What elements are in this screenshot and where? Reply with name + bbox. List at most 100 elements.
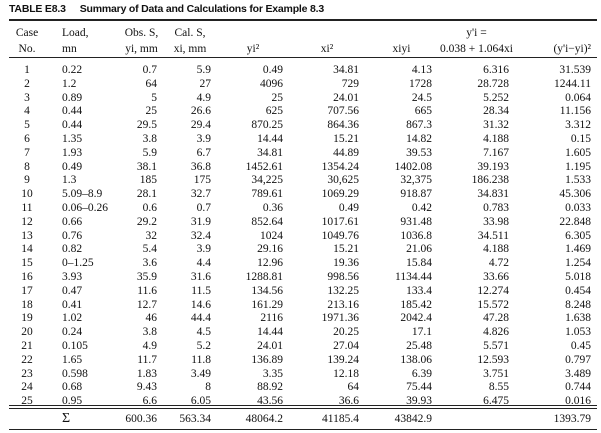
table-cell: 6.05: [190, 395, 211, 408]
table-cell: 8.55: [488, 381, 509, 394]
table-cell: 0.82: [62, 243, 83, 256]
table-row: 19 1.02 46 44.4 2116 1971.36 2042.4 47.28 1.638: [4, 312, 597, 326]
table-cell: 0.22: [62, 64, 83, 76]
top-rule: [9, 19, 597, 21]
table-cell: 4.13: [411, 64, 432, 76]
table-cell: 5.018: [565, 270, 591, 283]
sum-cell: 41185.4: [322, 412, 359, 425]
sum-row: Σ 600.36 563.34 48064.2 41185.4 43842.9 …: [4, 409, 597, 429]
sum-cell: 1393.79: [553, 412, 591, 425]
table-cell: 14.82: [406, 132, 432, 145]
table-cell: 29.4: [190, 119, 211, 132]
table-cell: 1.605: [565, 146, 591, 159]
table-cell: 1.3: [62, 174, 77, 187]
sum-cell: 600.36: [125, 412, 157, 425]
table-cell: 0.744: [565, 381, 591, 394]
header-load-unit: mn: [62, 43, 77, 55]
table-row: 10 5.09–8.9 28.1 32.7 789.61 1069.29 918.87 34.…: [4, 188, 597, 202]
table-cell: 1.254: [565, 257, 591, 270]
table-title: TABLE E8.3 Summary of Data and Calculatio…: [9, 3, 324, 15]
table-cell: 1.638: [565, 312, 591, 325]
table-row: 1 0.22 0.7 5.9 0.49 34.81 4.13 6.316 31.539: [4, 64, 597, 78]
table-cell: 1452.61: [245, 160, 283, 173]
table-cell: 864.36: [327, 119, 359, 132]
table-cell: 0.89: [62, 91, 83, 104]
table-cell: 3.6: [142, 257, 157, 270]
table-cell: 33.98: [483, 215, 509, 228]
table-cell: 0.47: [62, 284, 83, 297]
table-cell: 3.489: [565, 367, 591, 380]
table-cell: 39.53: [406, 146, 432, 159]
table-row: 16 3.93 35.9 31.6 1288.81 998.56 1134.44 33.66 5…: [4, 271, 597, 285]
table-cell: 32.7: [190, 188, 211, 201]
table-cell: 34,225: [251, 174, 283, 187]
table-cell: 665: [414, 105, 432, 118]
table-cell: 4.9: [142, 339, 157, 352]
table-cell: 14.44: [257, 132, 283, 145]
header-xiyi: xiyi: [392, 43, 411, 55]
table-cell: 0.68: [62, 381, 83, 394]
sum-rule-1: [9, 405, 597, 406]
table-cell: 75.44: [406, 381, 432, 394]
table-cell: 11.6: [137, 284, 157, 297]
table-cell: 34.81: [333, 64, 359, 76]
sum-cell: 48064.2: [245, 412, 283, 425]
table-cell: 4.188: [483, 132, 509, 145]
table-cell: 21.06: [406, 243, 432, 256]
table-cell: 133.4: [406, 284, 432, 297]
table-cell: 3.35: [262, 367, 283, 380]
table-cell: 10: [21, 188, 33, 201]
table-cell: 8.248: [565, 298, 591, 311]
table-cell: 33.66: [483, 270, 509, 283]
table-row: 12 0.66 29.2 31.9 852.64 1017.61 931.48 33.98 22…: [4, 216, 597, 230]
table-cell: 1728: [409, 77, 432, 90]
table-cell: 1.65: [62, 353, 83, 366]
table-cell: 17: [21, 284, 33, 297]
table-row: 6 1.35 3.8 3.9 14.44 15.21 14.82 4.188 0.15: [4, 133, 597, 147]
header-yi2: yi²: [246, 43, 260, 55]
table-cell: 34.831: [477, 188, 509, 201]
table-cell: 39.193: [477, 160, 509, 173]
header-load: Load,: [62, 27, 89, 39]
table-cell: 998.56: [327, 270, 359, 283]
table-row: 14 0.82 5.4 3.9 29.16 15.21 21.06 4.188 1.469: [4, 243, 597, 257]
table-cell: 7.167: [483, 146, 509, 159]
table-cell: 4.9: [196, 91, 211, 104]
table-cell: 9.43: [136, 381, 157, 394]
table-cell: 0.42: [411, 201, 432, 214]
table-row: 5 0.44 29.5 29.4 870.25 864.36 867.3 31.32 3.312: [4, 119, 597, 133]
table-cell: 0.15: [570, 132, 591, 145]
bottom-rule: [9, 429, 597, 430]
table-cell: 5.252: [483, 91, 509, 104]
table-cell: 2042.4: [400, 312, 432, 325]
table-cell: 34.511: [477, 229, 509, 242]
table-row: 21 0.105 4.9 5.2 24.01 27.04 25.48 5.571 0.45: [4, 340, 597, 354]
table-cell: 19.36: [333, 257, 359, 270]
header-yprime: y'i =: [466, 27, 487, 39]
table-cell: 46: [145, 312, 158, 325]
table-cell: 64: [145, 77, 158, 90]
table-cell: 870.25: [251, 119, 283, 132]
table-cell: 28.1: [136, 188, 157, 201]
table-cell: 31.6: [190, 270, 211, 283]
table-cell: 26.6: [190, 105, 211, 118]
table-cell: 32: [145, 229, 158, 242]
table-cell: 12.593: [477, 353, 509, 366]
table-cell: 36.8: [190, 160, 211, 173]
table-caption: Summary of Data and Calculations for Exa…: [79, 3, 324, 15]
table-cell: 3.9: [196, 132, 211, 145]
table-cell: 0.49: [262, 64, 283, 76]
table-cell: 4.188: [483, 243, 509, 256]
table-cell: 35.9: [136, 270, 157, 283]
table-cell: 139.24: [327, 353, 359, 366]
table-cell: 12.274: [477, 284, 509, 297]
table-cell: 5.9: [142, 146, 157, 159]
table-cell: 1069.29: [321, 188, 359, 201]
table-cell: 0.454: [565, 284, 591, 297]
table-cell: 32,375: [400, 174, 432, 187]
table-cell: 11.5: [191, 284, 211, 297]
table-row: 2 1.2 64 27 4096 729 1728 28.728 1244.11: [4, 78, 597, 92]
table-cell: 0.24: [62, 326, 83, 339]
table-cell: 0.797: [565, 353, 591, 366]
table-cell: 0.49: [338, 201, 359, 214]
